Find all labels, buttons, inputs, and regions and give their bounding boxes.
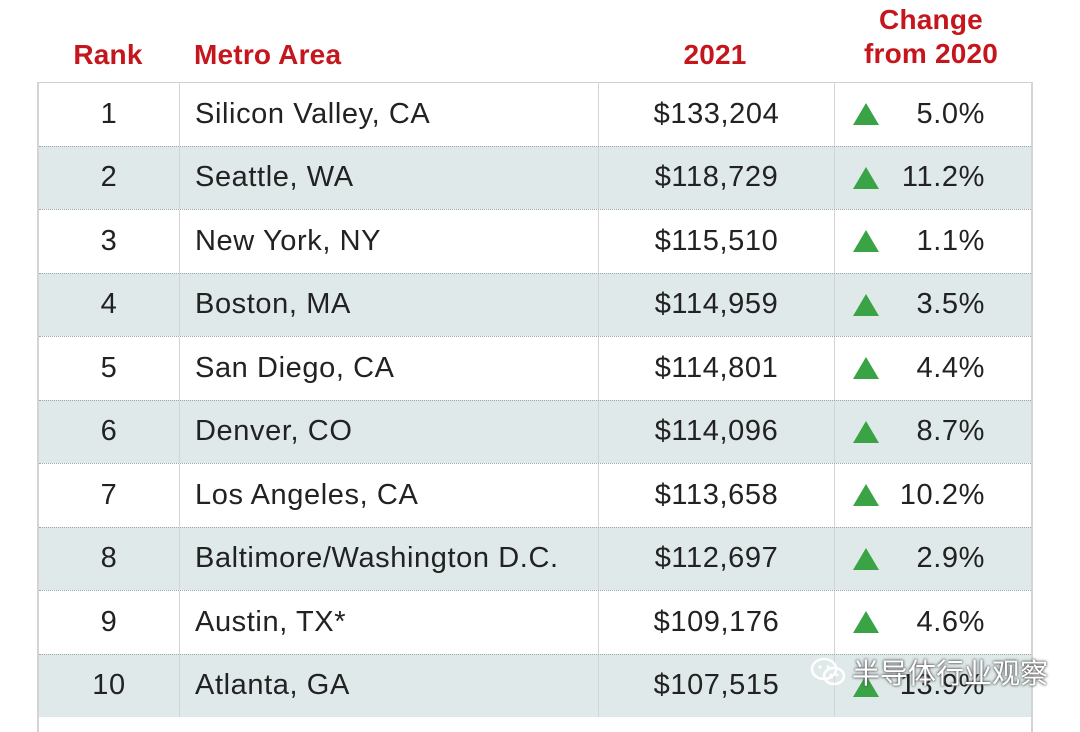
header-metro-area: Metro Area bbox=[194, 39, 342, 70]
metro-cell: Denver, CO bbox=[180, 400, 599, 463]
change-cell: 13.9% bbox=[835, 655, 1031, 718]
watermark: 半导体行业观察 bbox=[810, 652, 1048, 692]
salary-cell: $114,801 bbox=[599, 337, 835, 400]
table-row: 1 Silicon Valley, CA $133,204 5.0% bbox=[39, 82, 1031, 146]
table-row: 6 Denver, CO $114,096 8.7% bbox=[39, 399, 1031, 464]
change-cell: 8.7% bbox=[835, 401, 1031, 464]
rank-cell: 6 bbox=[39, 400, 180, 463]
metro-cell: Silicon Valley, CA bbox=[180, 83, 599, 146]
rank-cell: 1 bbox=[39, 83, 180, 146]
metro-cell: Boston, MA bbox=[180, 273, 599, 336]
header-change-line2: from 2020 bbox=[863, 38, 999, 69]
table-row: 10 Atlanta, GA $107,515 13.9% bbox=[39, 653, 1031, 718]
salary-cell: $114,096 bbox=[599, 400, 835, 463]
change-cell: 4.4% bbox=[835, 337, 1031, 400]
change-value: 5.0% bbox=[916, 97, 985, 130]
metro-cell: New York, NY bbox=[180, 210, 599, 273]
change-cell: 4.6% bbox=[835, 591, 1031, 654]
table-row: 2 Seattle, WA $118,729 11.2% bbox=[39, 145, 1031, 210]
change-value: 3.5% bbox=[916, 288, 985, 321]
up-arrow-icon bbox=[853, 611, 879, 634]
up-arrow-icon bbox=[853, 357, 879, 380]
up-arrow-icon bbox=[853, 230, 879, 253]
up-arrow-icon bbox=[853, 547, 879, 570]
change-cell: 10.2% bbox=[835, 464, 1031, 527]
header-change-line1: Change bbox=[879, 4, 983, 35]
rank-cell: 9 bbox=[39, 591, 180, 654]
metro-cell: Los Angeles, CA bbox=[180, 464, 599, 527]
header-change: Change from 2020 bbox=[836, 3, 1026, 71]
change-value: 2.9% bbox=[916, 542, 985, 575]
metro-cell: San Diego, CA bbox=[180, 337, 599, 400]
salary-cell: $109,176 bbox=[599, 591, 835, 654]
salary-cell: $133,204 bbox=[599, 83, 835, 146]
table-row: 9 Austin, TX* $109,176 4.6% bbox=[39, 590, 1031, 654]
salary-cell: $115,510 bbox=[599, 210, 835, 273]
up-arrow-icon bbox=[853, 293, 879, 316]
salary-cell: $118,729 bbox=[599, 146, 835, 209]
change-value: 10.2% bbox=[899, 478, 985, 511]
change-cell: 5.0% bbox=[835, 83, 1031, 146]
change-value: 4.4% bbox=[916, 351, 985, 384]
table-header: Rank Metro Area 2021 Change from 2020 bbox=[0, 0, 1080, 82]
metro-cell: Seattle, WA bbox=[180, 146, 599, 209]
table-row: 5 San Diego, CA $114,801 4.4% bbox=[39, 336, 1031, 400]
table-row: 4 Boston, MA $114,959 3.5% bbox=[39, 272, 1031, 337]
up-arrow-icon bbox=[853, 420, 879, 443]
salary-cell: $113,658 bbox=[599, 464, 835, 527]
wechat-icon bbox=[810, 657, 846, 686]
change-cell: 1.1% bbox=[835, 210, 1031, 273]
table-row: 7 Los Angeles, CA $113,658 10.2% bbox=[39, 463, 1031, 527]
rank-cell: 5 bbox=[39, 337, 180, 400]
rank-cell: 7 bbox=[39, 464, 180, 527]
up-arrow-icon bbox=[853, 674, 879, 697]
metro-cell: Baltimore/Washington D.C. bbox=[180, 527, 599, 590]
change-cell: 2.9% bbox=[835, 528, 1031, 591]
metro-cell: Atlanta, GA bbox=[180, 654, 599, 717]
table-row: 8 Baltimore/Washington D.C. $112,697 2.9… bbox=[39, 526, 1031, 591]
change-cell: 3.5% bbox=[835, 274, 1031, 337]
rank-cell: 4 bbox=[39, 273, 180, 336]
header-rank: Rank bbox=[73, 39, 143, 70]
rank-cell: 8 bbox=[39, 527, 180, 590]
header-year: 2021 bbox=[683, 39, 747, 70]
rank-cell: 2 bbox=[39, 146, 180, 209]
watermark-text: 半导体行业观察 bbox=[852, 658, 1049, 689]
metro-cell: Austin, TX* bbox=[180, 591, 599, 654]
change-value: 4.6% bbox=[916, 605, 985, 638]
change-value: 11.2% bbox=[901, 161, 985, 194]
change-value: 8.7% bbox=[916, 415, 985, 448]
change-value: 13.9% bbox=[899, 669, 985, 702]
salary-cell: $107,515 bbox=[599, 654, 835, 717]
up-arrow-icon bbox=[853, 166, 879, 189]
salary-cell: $114,959 bbox=[599, 273, 835, 336]
up-arrow-icon bbox=[853, 103, 879, 126]
up-arrow-icon bbox=[853, 484, 879, 507]
rank-cell: 10 bbox=[39, 654, 180, 717]
rank-cell: 3 bbox=[39, 210, 180, 273]
table-row: 3 New York, NY $115,510 1.1% bbox=[39, 209, 1031, 273]
salary-cell: $112,697 bbox=[599, 527, 835, 590]
change-cell: 11.2% bbox=[835, 147, 1031, 210]
change-value: 1.1% bbox=[916, 224, 985, 257]
salary-table: 1 Silicon Valley, CA $133,204 5.0% 2 Sea… bbox=[37, 82, 1033, 732]
